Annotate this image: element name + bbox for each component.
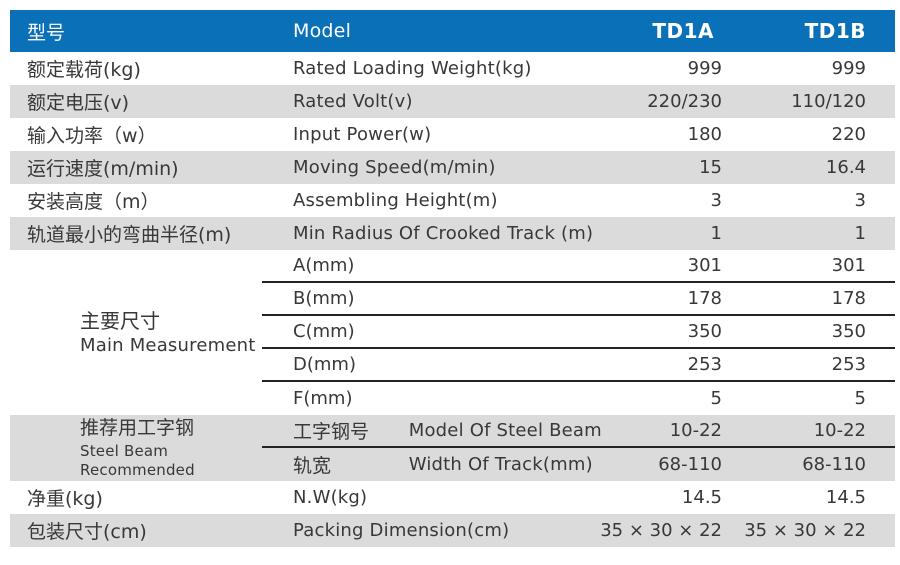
header-td1a: TD1A xyxy=(652,19,714,43)
subrow-label-en: Model Of Steel Beam xyxy=(408,420,602,441)
row-label-en: Packing Dimension(cm) xyxy=(293,520,510,541)
value-td1b: 999 xyxy=(831,58,866,79)
table-row-net-weight: 净重(kg) N.W(kg) 14.5 14.5 xyxy=(10,481,895,514)
spec-table: 型号 Model TD1A TD1B 额定载荷(kg) Rated Loadin… xyxy=(10,10,895,547)
value-td1b: 110/120 xyxy=(791,91,866,112)
value-td1a: 220/230 xyxy=(647,91,722,112)
value-td1a: 253 xyxy=(687,354,722,375)
table-row-packing-dimension: 包装尺寸(cm) Packing Dimension(cm) 35 × 30 ×… xyxy=(10,514,895,547)
main-measurement-section: 主要尺寸 Main Measurement A(mm) 301 301 B(mm… xyxy=(10,250,895,415)
row-label-en: Min Radius Of Crooked Track (m) xyxy=(293,223,594,244)
row-label-en: Input Power(w) xyxy=(293,124,432,145)
value-td1a: 180 xyxy=(687,124,722,145)
value-td1a: 68-110 xyxy=(658,454,722,475)
section-label-zh: 主要尺寸 xyxy=(80,308,160,333)
row-label-zh: 输入功率（w） xyxy=(27,125,157,147)
subrow-steel-beam-model: 工字钢号 Model Of Steel Beam 10-22 10-22 xyxy=(262,415,895,448)
value-td1a: 301 xyxy=(687,255,722,276)
value-td1a: 15 xyxy=(699,157,722,178)
subrow-label: 工字钢号 Model Of Steel Beam xyxy=(262,417,602,444)
value-td1b: 220 xyxy=(831,124,866,145)
table-row-rated-loading-weight: 额定载荷(kg) Rated Loading Weight(kg) 999 99… xyxy=(10,52,895,85)
steel-beam-label: 推荐用工字钢 Steel Beam Recommended xyxy=(10,415,262,481)
value-td1b: 35 × 30 × 22 xyxy=(744,520,866,541)
steel-beam-subrows: 工字钢号 Model Of Steel Beam 10-22 10-22 轨宽 … xyxy=(262,415,895,481)
value-td1a: 3 xyxy=(710,190,722,211)
main-measurement-subrows: A(mm) 301 301 B(mm) 178 178 C(mm) 350 35… xyxy=(262,250,895,415)
section-label-en: Steel Beam Recommended xyxy=(80,442,195,479)
dimension-label: A(mm) xyxy=(293,255,355,276)
value-td1b: 1 xyxy=(854,223,866,244)
row-label-zh: 安装高度（m） xyxy=(27,191,160,213)
section-label-zh: 推荐用工字钢 xyxy=(80,417,195,440)
subrow-f: F(mm) 5 5 xyxy=(262,382,895,415)
value-td1b: 253 xyxy=(831,354,866,375)
value-td1a: 178 xyxy=(687,288,722,309)
row-label-zh: 运行速度(m/min) xyxy=(27,158,179,180)
row-label-zh: 包装尺寸(cm) xyxy=(27,521,147,543)
header-td1b: TD1B xyxy=(804,19,866,43)
value-td1b: 3 xyxy=(854,190,866,211)
value-td1a: 35 × 30 × 22 xyxy=(600,520,722,541)
row-label-en: Rated Loading Weight(kg) xyxy=(293,58,532,79)
row-label-zh: 净重(kg) xyxy=(27,488,103,510)
header-model-zh: 型号 xyxy=(27,21,66,44)
table-row-assembling-height: 安装高度（m） Assembling Height(m) 3 3 xyxy=(10,184,895,217)
row-label-zh: 额定电压(v) xyxy=(27,92,130,114)
subrow-label: 轨宽 Width Of Track(mm) xyxy=(262,451,593,478)
row-label-en: Assembling Height(m) xyxy=(293,190,498,211)
subrow-c: C(mm) 350 350 xyxy=(262,316,895,349)
value-td1b: 16.4 xyxy=(825,157,866,178)
header-model-en: Model xyxy=(293,20,352,42)
subrow-label-zh: 轨宽 xyxy=(293,455,332,477)
subrow-label-en: Width Of Track(mm) xyxy=(408,454,593,475)
main-measurement-label: 主要尺寸 Main Measurement xyxy=(10,250,262,415)
value-td1b: 301 xyxy=(831,255,866,276)
value-td1a: 1 xyxy=(710,223,722,244)
dimension-label: F(mm) xyxy=(293,388,353,409)
value-td1b: 68-110 xyxy=(802,454,866,475)
table-row-input-power: 输入功率（w） Input Power(w) 180 220 xyxy=(10,118,895,151)
value-td1a: 350 xyxy=(687,321,722,342)
value-td1b: 5 xyxy=(854,388,866,409)
row-label-en: N.W(kg) xyxy=(293,487,368,508)
table-row-min-radius: 轨道最小的弯曲半径(m) Min Radius Of Crooked Track… xyxy=(10,217,895,250)
table-row-rated-volt: 额定电压(v) Rated Volt(v) 220/230 110/120 xyxy=(10,85,895,118)
subrow-label-zh: 工字钢号 xyxy=(293,421,370,443)
subrow-d: D(mm) 253 253 xyxy=(262,349,895,382)
value-td1b: 10-22 xyxy=(813,420,866,441)
dimension-label: B(mm) xyxy=(293,288,355,309)
row-label-zh: 额定载荷(kg) xyxy=(27,59,141,81)
table-header-row: 型号 Model TD1A TD1B xyxy=(10,10,895,52)
value-td1b: 350 xyxy=(831,321,866,342)
row-label-en: Rated Volt(v) xyxy=(293,91,413,112)
value-td1a: 14.5 xyxy=(681,487,722,508)
dimension-label: D(mm) xyxy=(293,354,356,375)
row-label-en: Moving Speed(m/min) xyxy=(293,157,496,178)
dimension-label: C(mm) xyxy=(293,321,355,342)
steel-beam-section: 推荐用工字钢 Steel Beam Recommended 工字钢号 Model… xyxy=(10,415,895,481)
value-td1b: 14.5 xyxy=(825,487,866,508)
subrow-b: B(mm) 178 178 xyxy=(262,283,895,316)
table-row-moving-speed: 运行速度(m/min) Moving Speed(m/min) 15 16.4 xyxy=(10,151,895,184)
value-td1a: 5 xyxy=(710,388,722,409)
value-td1a: 999 xyxy=(687,58,722,79)
subrow-a: A(mm) 301 301 xyxy=(262,250,895,283)
value-td1b: 178 xyxy=(831,288,866,309)
value-td1a: 10-22 xyxy=(669,420,722,441)
subrow-track-width: 轨宽 Width Of Track(mm) 68-110 68-110 xyxy=(262,448,895,481)
row-label-zh: 轨道最小的弯曲半径(m) xyxy=(27,224,232,246)
section-label-en: Main Measurement xyxy=(80,334,256,356)
